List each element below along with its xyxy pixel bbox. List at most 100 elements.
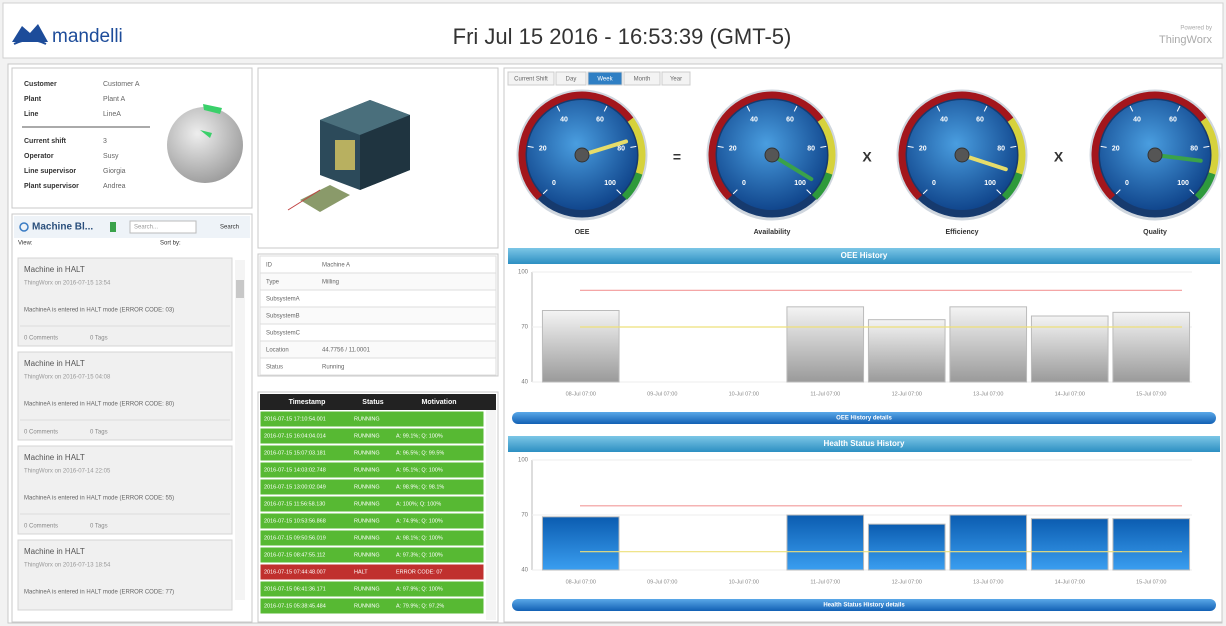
x-tick-label: 13-Jul 07:00 [973, 391, 1003, 397]
gauge-operator: X [862, 149, 872, 165]
details-button-label[interactable]: Health Status History details [823, 603, 905, 609]
x-tick-label: 13-Jul 07:00 [973, 579, 1003, 585]
status-cell: A: 100%; Q: 100% [396, 501, 441, 507]
y-tick-label: 70 [521, 513, 528, 519]
status-cell: A: 95.1%; Q: 100% [396, 467, 443, 473]
info-label: Line supervisor [24, 168, 76, 175]
property-value: 44.7756 / 11.0001 [322, 348, 371, 354]
info-value: Customer A [103, 81, 140, 88]
gauge-tick-label: 40 [940, 116, 948, 123]
scrollbar[interactable] [235, 260, 245, 600]
gauge-tick-label: 40 [1133, 116, 1141, 123]
add-button[interactable] [110, 222, 116, 232]
logo-text: mandelli [52, 26, 123, 47]
gauge-tick-label: 80 [617, 146, 625, 153]
gauge-hub [765, 148, 779, 162]
info-value: LineA [103, 111, 121, 118]
tab-label[interactable]: Week [597, 77, 613, 83]
gauge-tick-label: 80 [807, 146, 815, 153]
status-cell: A: 98.1%; Q: 100% [396, 535, 443, 541]
property-row [260, 256, 496, 273]
info-label: Operator [24, 153, 54, 160]
tab-label[interactable]: Day [566, 77, 577, 83]
status-cell: A: 97.3%; Q: 100% [396, 552, 443, 558]
gauge-tick-label: 80 [997, 146, 1005, 153]
gauge-operator: = [673, 149, 681, 165]
property-row [260, 358, 496, 375]
gauge-tick-label: 100 [984, 180, 996, 187]
bar [868, 524, 945, 570]
view-label: View: [18, 241, 33, 247]
chart-title: Health Status History [824, 439, 905, 448]
search-placeholder: Search... [134, 225, 158, 231]
scrollbar[interactable] [486, 410, 496, 620]
status-cell: RUNNING [354, 467, 380, 473]
gauge-tick-label: 60 [596, 116, 604, 123]
x-tick-label: 12-Jul 07:00 [892, 579, 922, 585]
search-button[interactable]: Search [220, 225, 239, 231]
post-comments[interactable]: 0 Comments [24, 336, 58, 342]
status-cell: A: 79.9%; Q: 97.2% [396, 603, 444, 609]
status-cell: 2016-07-15 08:47:55.112 [264, 552, 325, 558]
post-title: Machine in HALT [24, 547, 85, 556]
status-cell: RUNNING [354, 501, 380, 507]
property-value: Milling [322, 280, 339, 286]
status-cell: 2016-07-15 06:41:36.171 [264, 586, 326, 592]
gauge-hub [1148, 148, 1162, 162]
status-cell: RUNNING [354, 484, 380, 490]
x-tick-label: 08-Jul 07:00 [566, 579, 596, 585]
gauge-tick-label: 40 [750, 116, 758, 123]
property-label: Type [266, 280, 280, 286]
status-cell: RUNNING [354, 535, 380, 541]
gauge-tick-label: 100 [794, 180, 806, 187]
gauge-tick-label: 40 [560, 116, 568, 123]
brand: ThingWorx [1159, 34, 1212, 46]
x-tick-label: 12-Jul 07:00 [892, 391, 922, 397]
post-body: MachineA is entered in HALT mode (ERROR … [24, 402, 174, 408]
status-cell: A: 97.9%; Q: 100% [396, 586, 443, 592]
gauge-tick-label: 20 [539, 146, 547, 153]
post-comments[interactable]: 0 Comments [24, 524, 58, 530]
powered-by: Powered by [1180, 26, 1212, 32]
status-cell: A: 74.9%; Q: 100% [396, 518, 443, 524]
gauge-tick-label: 60 [1169, 116, 1177, 123]
tab-label[interactable]: Year [670, 77, 682, 83]
scroll-thumb[interactable] [236, 280, 244, 298]
gauge-hub [955, 148, 969, 162]
x-tick-label: 10-Jul 07:00 [729, 579, 759, 585]
info-value: Andrea [103, 183, 126, 190]
status-cell: 2016-07-15 07:44:48.007 [264, 569, 326, 575]
tab-label[interactable]: Month [634, 77, 651, 83]
info-label: Customer [24, 81, 57, 88]
post-tags[interactable]: 0 Tags [90, 524, 108, 530]
details-button-label[interactable]: OEE History details [836, 416, 892, 422]
x-tick-label: 10-Jul 07:00 [729, 391, 759, 397]
info-label: Plant supervisor [24, 183, 79, 190]
x-tick-label: 08-Jul 07:00 [566, 391, 596, 397]
gauge-tick-label: 0 [742, 180, 746, 187]
gauge-tick-label: 100 [1177, 180, 1189, 187]
bar [787, 515, 864, 570]
gauge-operator: X [1054, 149, 1064, 165]
shift-disc [167, 107, 243, 183]
post-tags[interactable]: 0 Tags [90, 430, 108, 436]
property-label: SubsystemB [266, 314, 300, 320]
status-cell: RUNNING [354, 552, 380, 558]
gauge-label: Efficiency [945, 229, 978, 236]
page-title: Fri Jul 15 2016 - 16:53:39 (GMT-5) [453, 24, 792, 49]
gauge-label: Availability [754, 229, 791, 236]
bar [1113, 519, 1190, 570]
dashboard: mandelli Fri Jul 15 2016 - 16:53:39 (GMT… [0, 0, 1226, 626]
post-tags[interactable]: 0 Tags [90, 336, 108, 342]
property-label: SubsystemC [266, 331, 301, 337]
status-cell: 2016-07-15 11:56:58.130 [264, 501, 325, 507]
tab-label[interactable]: Current Shift [514, 77, 548, 83]
property-label: Location [266, 348, 289, 354]
x-tick-label: 15-Jul 07:00 [1136, 391, 1166, 397]
gauge-tick-label: 60 [786, 116, 794, 123]
chart-title: OEE History [841, 251, 888, 260]
status-cell: RUNNING [354, 603, 380, 609]
post-comments[interactable]: 0 Comments [24, 430, 58, 436]
x-tick-label: 14-Jul 07:00 [1055, 579, 1085, 585]
status-cell: 2016-07-15 10:53:56.868 [264, 518, 326, 524]
